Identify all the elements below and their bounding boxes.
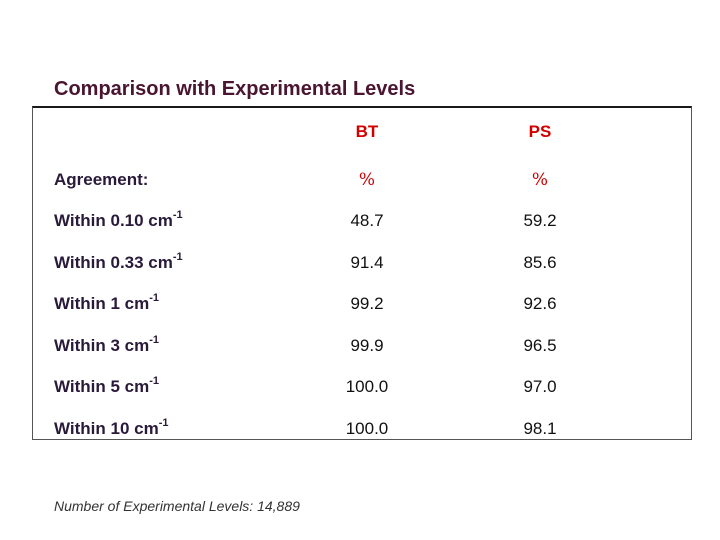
row-label-text: Within 3 cm xyxy=(54,336,150,355)
bt-value: 48.7 xyxy=(350,211,384,230)
ps-unit-percent: % xyxy=(531,170,549,190)
row-label-exponent: -1 xyxy=(149,375,160,388)
ps-value: 59.2 xyxy=(523,211,557,230)
row-label-text: Within 1 cm xyxy=(54,294,150,313)
ps-value: 97.0 xyxy=(523,377,557,396)
bt-value: 99.9 xyxy=(350,336,384,355)
row-label-exponent: -1 xyxy=(172,251,183,264)
row-label-text: Within 0.33 cm xyxy=(54,253,173,272)
footnote: Number of Experimental Levels: 14,889 xyxy=(54,498,300,514)
bt-unit-percent: % xyxy=(358,170,376,190)
row-label-exponent: -1 xyxy=(172,209,183,222)
row-label: Within 10 cm-1 xyxy=(54,417,169,439)
row-label: Within 0.33 cm-1 xyxy=(54,251,183,273)
row-label-exponent: -1 xyxy=(149,292,160,305)
bt-value: 91.4 xyxy=(350,253,384,272)
page-title: Comparison with Experimental Levels xyxy=(54,78,416,100)
row-label-text: Within 0.10 cm xyxy=(54,211,173,230)
comparison-table-frame xyxy=(32,106,692,440)
ps-value: 85.6 xyxy=(523,253,557,272)
ps-value: 96.5 xyxy=(523,336,557,355)
row-label: Within 1 cm-1 xyxy=(54,292,160,314)
row-label: Within 0.10 cm-1 xyxy=(54,209,183,231)
bt-value: 100.0 xyxy=(345,377,389,396)
row-label-text: Within 10 cm xyxy=(54,419,159,438)
row-label-text: Within 5 cm xyxy=(54,377,150,396)
row-label: Within 5 cm-1 xyxy=(54,375,160,397)
row-label-exponent: -1 xyxy=(149,334,160,347)
row-label-exponent: -1 xyxy=(158,417,169,430)
agreement-label: Agreement: xyxy=(54,170,149,189)
bt-value: 99.2 xyxy=(350,294,384,313)
ps-value: 92.6 xyxy=(523,294,557,313)
row-label: Within 3 cm-1 xyxy=(54,334,160,356)
column-header-bt: BT xyxy=(355,122,379,141)
column-header-ps: PS xyxy=(528,122,552,141)
ps-value: 98.1 xyxy=(523,419,557,438)
bt-value: 100.0 xyxy=(345,419,389,438)
